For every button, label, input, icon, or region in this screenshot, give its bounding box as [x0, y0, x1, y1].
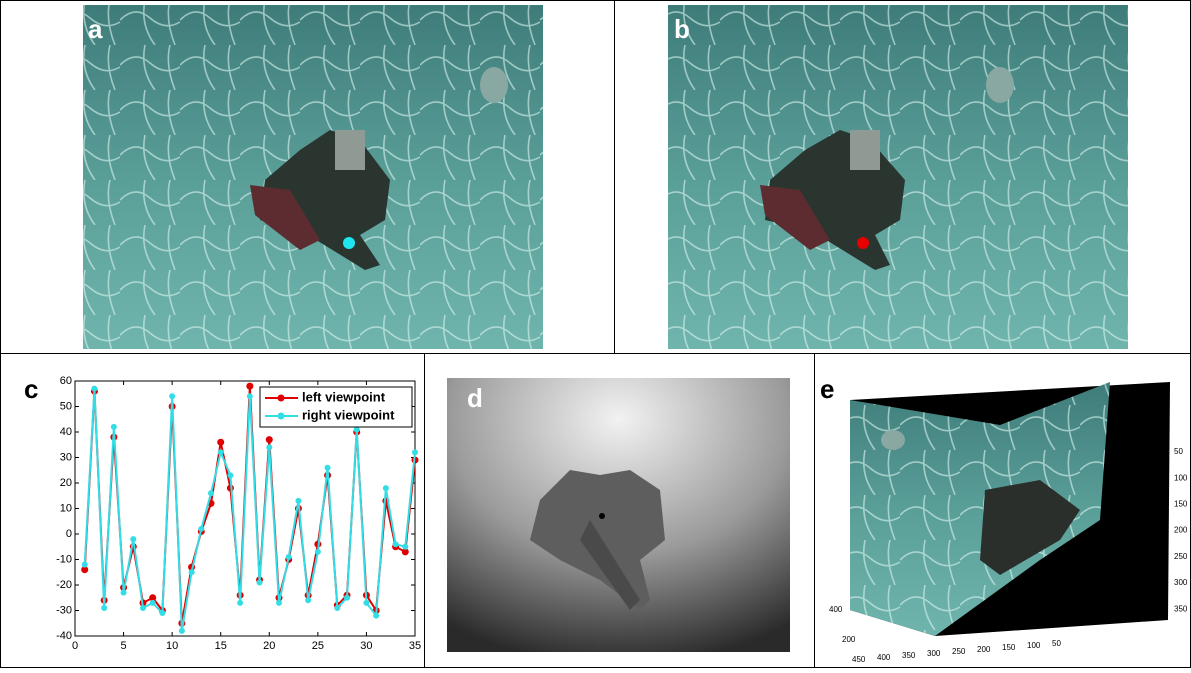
x-tick-label: 30 [360, 640, 372, 652]
y-tick-label: -40 [56, 630, 72, 642]
point [121, 590, 127, 596]
z-tick-label: 50 [1174, 447, 1183, 456]
legend-marker [278, 413, 285, 420]
point [111, 424, 117, 430]
panel-label: c [24, 374, 38, 404]
x-tick-label: 150 [1002, 643, 1016, 652]
z-tick-label: 100 [1174, 473, 1188, 482]
z-tick-label: 250 [1174, 552, 1188, 561]
z-tick-label: 350 [1174, 604, 1188, 613]
x-tick-label: 5 [121, 640, 127, 652]
x-tick-label: 200 [977, 645, 991, 654]
point [305, 597, 311, 603]
x-tick-label: 450 [852, 655, 866, 664]
point [276, 600, 282, 606]
x-tick-label: 400 [877, 653, 891, 662]
z-tick-label: 150 [1174, 500, 1188, 509]
point [295, 498, 301, 504]
z-tick-label: 300 [1174, 578, 1188, 587]
y-tick-label: -30 [56, 604, 72, 616]
point [373, 613, 379, 619]
depth-map [447, 378, 790, 652]
y-tick-label: 50 [60, 400, 72, 412]
point [218, 449, 224, 455]
point [266, 444, 272, 450]
point-marker [857, 237, 869, 249]
point [208, 490, 214, 496]
x-tick-label: 100 [1027, 641, 1041, 650]
x-tick-label: 20 [263, 640, 275, 652]
point [140, 605, 146, 611]
x-tick-label: 350 [902, 651, 916, 660]
y-tick-label: 10 [60, 502, 72, 514]
point-marker [343, 237, 355, 249]
point [325, 465, 331, 471]
legend-label: right viewpoint [302, 407, 395, 422]
point [257, 579, 263, 585]
x-tick-label: 35 [409, 640, 421, 652]
y-tick-label: 400 [829, 605, 843, 614]
y-tick-label: 30 [60, 451, 72, 463]
surface-3d [850, 382, 1170, 636]
point [217, 439, 224, 446]
point [198, 526, 204, 532]
x-tick-label: 50 [1052, 639, 1061, 648]
point [189, 569, 195, 575]
point [286, 554, 292, 560]
photo-b [668, 5, 1128, 349]
y-tick-label: 40 [60, 426, 72, 438]
point [247, 393, 253, 399]
y-tick-label: -20 [56, 579, 72, 591]
point [363, 600, 369, 606]
x-tick-label: 300 [927, 649, 941, 658]
y-tick-label: 200 [842, 635, 856, 644]
figure: abcde50100150200250300350400200450400350… [0, 0, 1191, 668]
legend-marker [278, 395, 285, 402]
point [246, 383, 253, 390]
point [82, 562, 88, 568]
point [334, 605, 340, 611]
point [315, 549, 321, 555]
legend-label: left viewpoint [302, 389, 386, 404]
x-tick-label: 0 [72, 640, 78, 652]
point [344, 595, 350, 601]
panel-label: a [88, 14, 103, 44]
y-tick-label: 60 [60, 375, 72, 387]
point [412, 449, 418, 455]
point [393, 541, 399, 547]
point [150, 600, 156, 606]
panel-label: d [467, 383, 483, 413]
panel-label: e [820, 374, 834, 404]
x-tick-label: 250 [952, 647, 966, 656]
point [159, 610, 165, 616]
point [130, 536, 136, 542]
point [169, 393, 175, 399]
y-tick-label: -10 [56, 553, 72, 565]
photo-a [83, 5, 543, 349]
x-tick-label: 25 [312, 640, 324, 652]
y-tick-label: 0 [66, 528, 72, 540]
point [227, 472, 233, 478]
point [91, 386, 97, 392]
point [402, 544, 408, 550]
z-tick-label: 200 [1174, 526, 1188, 535]
x-tick-label: 10 [166, 640, 178, 652]
point [266, 436, 273, 443]
point [237, 600, 243, 606]
point [101, 605, 107, 611]
y-tick-label: 20 [60, 477, 72, 489]
point [179, 628, 185, 634]
panel-label: b [674, 14, 690, 44]
point [383, 485, 389, 491]
x-tick-label: 15 [215, 640, 227, 652]
